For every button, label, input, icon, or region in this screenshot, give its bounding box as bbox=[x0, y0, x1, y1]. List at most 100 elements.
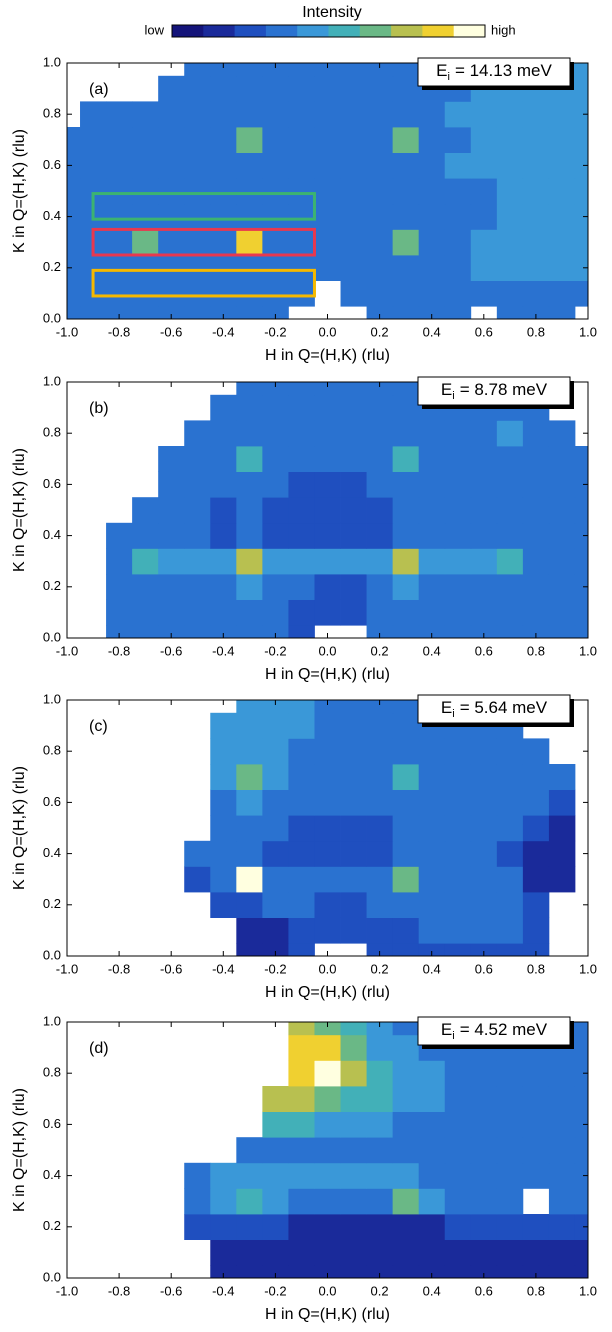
cell bbox=[314, 700, 341, 714]
cell bbox=[314, 764, 341, 790]
y-tick-label: 0.4 bbox=[43, 1167, 61, 1182]
cell bbox=[340, 446, 367, 472]
x-axis-label: H in Q=(H,K) (rlu) bbox=[265, 984, 390, 1001]
cell bbox=[184, 203, 211, 230]
cell bbox=[158, 127, 185, 153]
cell bbox=[340, 382, 367, 396]
cell bbox=[314, 1022, 341, 1036]
cell bbox=[236, 1188, 263, 1215]
cell bbox=[418, 522, 446, 549]
cell bbox=[106, 522, 133, 549]
x-tick-label: -1.0 bbox=[56, 961, 78, 976]
cell bbox=[366, 892, 394, 918]
cell bbox=[262, 625, 289, 638]
cell bbox=[184, 152, 211, 179]
cell bbox=[522, 917, 550, 944]
cell bbox=[288, 471, 315, 498]
y-tick-label: 1.0 bbox=[43, 691, 61, 706]
cell bbox=[522, 574, 550, 600]
cell bbox=[158, 574, 185, 600]
cell bbox=[340, 840, 367, 867]
cell bbox=[392, 280, 420, 307]
cell bbox=[496, 1162, 524, 1189]
cell bbox=[522, 815, 550, 842]
cell bbox=[522, 1111, 550, 1138]
cell bbox=[444, 306, 472, 319]
annotation-symbol: E bbox=[441, 380, 452, 399]
cell bbox=[340, 394, 367, 421]
x-tick-label: -0.6 bbox=[160, 1283, 182, 1298]
cell bbox=[392, 1034, 420, 1061]
cell bbox=[184, 446, 211, 472]
cell bbox=[340, 1188, 367, 1215]
annotation-box bbox=[417, 57, 571, 87]
cell bbox=[418, 1188, 446, 1215]
cell bbox=[470, 1086, 498, 1112]
annotation-subscript: i bbox=[448, 71, 450, 83]
cell bbox=[262, 700, 289, 714]
annotation-subscript: i bbox=[452, 390, 454, 402]
cell bbox=[184, 75, 211, 102]
cell bbox=[392, 548, 420, 575]
cell bbox=[392, 75, 420, 102]
cell bbox=[574, 101, 588, 128]
cell bbox=[106, 152, 133, 179]
cell bbox=[366, 127, 394, 153]
cell bbox=[340, 917, 367, 944]
x-tick-label: 0.4 bbox=[423, 1283, 441, 1298]
x-tick-label: -0.6 bbox=[160, 961, 182, 976]
cell bbox=[392, 764, 420, 790]
cell bbox=[236, 101, 263, 128]
cell bbox=[522, 1265, 550, 1278]
y-tick-label: 0.0 bbox=[43, 947, 61, 962]
region-box bbox=[91, 192, 316, 221]
cell bbox=[236, 382, 263, 396]
cell bbox=[210, 127, 237, 153]
x-tick-label: 0.2 bbox=[371, 1283, 389, 1298]
cell bbox=[340, 574, 367, 600]
cell bbox=[496, 1137, 524, 1164]
cell bbox=[496, 101, 524, 128]
cell bbox=[496, 738, 524, 765]
cell bbox=[158, 471, 185, 498]
cell bbox=[392, 943, 420, 956]
cell bbox=[418, 1060, 446, 1087]
cell bbox=[366, 712, 394, 739]
cell bbox=[444, 203, 472, 230]
cell bbox=[340, 497, 367, 524]
cell bbox=[210, 712, 237, 739]
cell bbox=[574, 203, 588, 230]
cell bbox=[366, 548, 394, 575]
cell bbox=[444, 574, 472, 600]
y-tick-label: 1.0 bbox=[43, 1013, 61, 1028]
cell bbox=[548, 203, 576, 230]
cell bbox=[470, 738, 498, 765]
cell bbox=[522, 548, 550, 575]
cell bbox=[210, 255, 237, 281]
cell bbox=[366, 229, 394, 256]
cell bbox=[444, 1188, 472, 1215]
annotation: Ei = 4.52 meV bbox=[441, 1020, 548, 1041]
cell bbox=[210, 280, 237, 307]
cell bbox=[392, 712, 420, 739]
cell bbox=[366, 917, 394, 944]
cell bbox=[392, 700, 420, 714]
x-tick-label: -1.0 bbox=[56, 643, 78, 658]
y-tick-label: 0.6 bbox=[43, 794, 61, 809]
cell bbox=[210, 815, 237, 842]
cell bbox=[236, 789, 263, 816]
cell bbox=[496, 548, 524, 575]
cell bbox=[392, 917, 420, 944]
cell bbox=[366, 840, 394, 867]
heatmap bbox=[106, 382, 588, 638]
x-tick-label: -0.8 bbox=[108, 643, 130, 658]
cell bbox=[418, 789, 446, 816]
cell bbox=[522, 280, 550, 307]
cell bbox=[340, 152, 367, 179]
cell bbox=[288, 1265, 315, 1278]
cell bbox=[444, 229, 472, 256]
cell bbox=[366, 1034, 394, 1061]
y-tick-label: 0.2 bbox=[43, 1218, 61, 1233]
cell bbox=[288, 1188, 315, 1215]
cell bbox=[340, 815, 367, 842]
